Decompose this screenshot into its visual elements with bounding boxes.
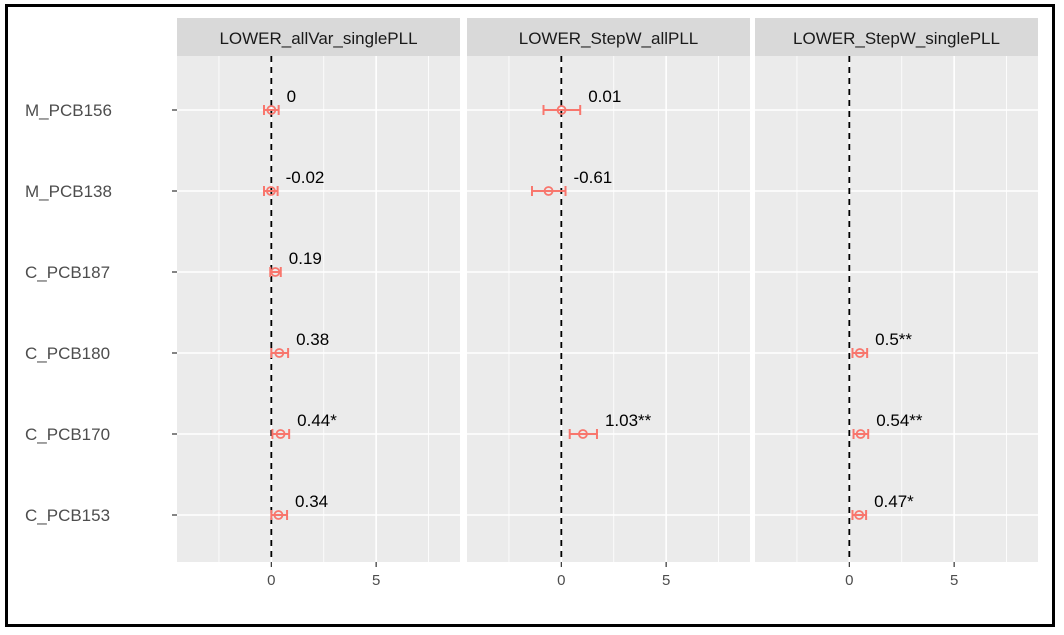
estimate-point	[854, 348, 865, 358]
estimate-point	[578, 429, 588, 439]
value-label: 0.5**	[875, 330, 912, 349]
facet-panel	[177, 56, 460, 562]
estimate-point	[266, 105, 277, 115]
facet-strip-label: LOWER_StepW_allPLL	[519, 29, 699, 48]
x-tick-label: 0	[267, 572, 275, 589]
x-tick-label: 5	[662, 572, 670, 589]
value-label: 0.01	[588, 87, 621, 106]
y-tick-label: M_PCB156	[25, 101, 112, 120]
facet-strip	[177, 18, 460, 56]
estimate-point	[274, 348, 285, 358]
estimate-point	[556, 105, 567, 115]
y-tick-label: M_PCB138	[25, 182, 112, 201]
estimate-point	[855, 429, 866, 439]
y-tick-label: C_PCB153	[25, 506, 110, 525]
estimate-point	[275, 429, 286, 439]
x-tick-label: 0	[845, 572, 853, 589]
value-label: 0.44*	[297, 411, 337, 430]
value-label: 0	[287, 87, 296, 106]
facet-panel	[755, 56, 1038, 562]
estimate-point	[273, 510, 284, 520]
value-label: 0.34	[295, 492, 328, 511]
facet-strip	[467, 18, 750, 56]
value-label: 0.47*	[874, 492, 914, 511]
facet-panel	[467, 56, 750, 562]
estimate-point	[854, 510, 865, 520]
estimate-point	[543, 186, 554, 196]
x-tick-label: 5	[950, 572, 958, 589]
y-tick-label: C_PCB187	[25, 263, 110, 282]
estimate-point	[270, 267, 281, 277]
value-label: 0.54**	[876, 411, 923, 430]
value-label: 1.03**	[605, 411, 652, 430]
value-label: -0.02	[286, 168, 325, 187]
value-label: -0.61	[574, 168, 613, 187]
y-tick-label: C_PCB180	[25, 344, 110, 363]
value-label: 0.19	[289, 249, 322, 268]
facet-strip-label: LOWER_allVar_singlePLL	[219, 29, 417, 48]
x-tick-label: 0	[557, 572, 565, 589]
facet-strip-label: LOWER_StepW_singlePLL	[793, 29, 1000, 48]
value-label: 0.38	[296, 330, 329, 349]
y-tick-label: C_PCB170	[25, 425, 110, 444]
estimate-point	[266, 186, 276, 196]
facet-strip	[755, 18, 1038, 56]
x-tick-label: 5	[372, 572, 380, 589]
